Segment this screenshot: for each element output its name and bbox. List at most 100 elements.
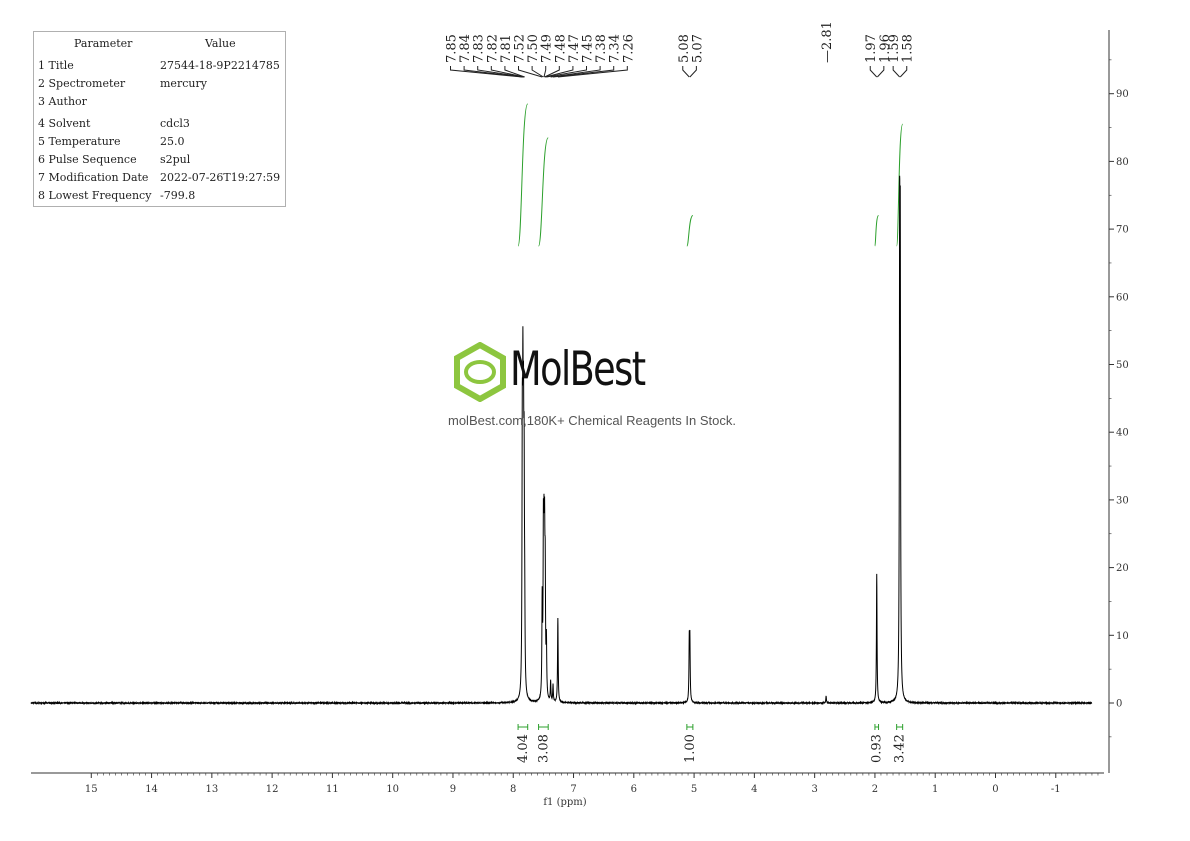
param-key: 3 Author (38, 95, 87, 108)
peak-leader-line (557, 66, 628, 78)
peak-leader-line (869, 66, 878, 78)
integral-value-label: 0.93 (870, 734, 885, 763)
parameter-table: Parameter Value 1 Title 27544-18-9P221478… (33, 31, 286, 207)
table-row: 5 Temperature 25.0 (38, 135, 286, 149)
peak-leader-line (450, 66, 523, 78)
table-row: 7 Modification Date 2022-07-26T19:27:59 (38, 171, 286, 185)
integral-labels: 4.04 3.08 1.00 0.93 3.42 (516, 724, 908, 763)
peak-leader-line (546, 66, 588, 78)
y-tick-label: 30 (1116, 495, 1129, 506)
x-tick-label: 5 (691, 784, 697, 795)
peak-label: 7.50 (526, 34, 541, 63)
table-row: 6 Pulse Sequence s2pul (38, 153, 286, 167)
table-row: 8 Lowest Frequency -799.8 (38, 189, 286, 203)
param-value: 25.0 (160, 135, 185, 148)
param-key: 5 Temperature (38, 135, 121, 148)
peak-leader-line (477, 66, 524, 78)
peak-label: 7.38 (594, 34, 609, 63)
peak-label: 7.45 (581, 34, 596, 63)
x-tick-label: 8 (510, 784, 516, 795)
peak-leader-line (544, 66, 560, 78)
peak-leader-line (689, 66, 697, 78)
integral-value-label: 3.42 (893, 734, 908, 763)
integral-value-label: 3.08 (536, 734, 551, 763)
peak-label: 7.82 (485, 34, 500, 63)
table-row: 1 Title 27544-18-9P2214785 (38, 59, 286, 73)
x-tick-label: 11 (326, 784, 339, 795)
peak-leader-line (892, 66, 901, 78)
integral-curve (686, 215, 694, 247)
peak-label: 1.59 (887, 34, 902, 63)
y-tick-label: 10 (1116, 631, 1129, 642)
peak-leader-line (550, 66, 601, 78)
x-tick-label: -1 (1051, 784, 1061, 795)
parameter-table-header: Parameter Value (34, 37, 285, 51)
table-row: 2 Spectrometer mercury (38, 77, 286, 91)
param-value: 27544-18-9P2214785 (160, 59, 280, 72)
peak-leader-line (876, 66, 885, 78)
param-value: 2022-07-26T19:27:59 (160, 171, 281, 184)
y-tick-label: 20 (1116, 563, 1129, 574)
integral-value-label: 1.00 (683, 734, 698, 763)
x-axis: 15 14 13 12 11 10 9 8 7 6 5 4 3 2 1 0 -1 (31, 772, 1104, 795)
y-tick-label: 70 (1116, 225, 1129, 236)
param-key: 6 Pulse Sequence (38, 153, 137, 166)
peak-label: 7.84 (458, 34, 473, 63)
peak-label: 7.81 (499, 34, 514, 63)
param-value: s2pul (160, 153, 191, 166)
spectrum-trace (30, 175, 1093, 706)
peak-label: 7.47 (567, 34, 582, 63)
param-key: 2 Spectrometer (38, 77, 126, 90)
header-value: Value (205, 37, 236, 50)
x-tick-label: 0 (992, 784, 998, 795)
x-tick-label: 13 (205, 784, 218, 795)
x-tick-label: 9 (450, 784, 456, 795)
param-key: 1 Title (38, 59, 74, 72)
peak-label: 7.26 (621, 34, 636, 63)
x-tick-label: 4 (751, 784, 757, 795)
peak-label: 7.52 (513, 34, 528, 63)
peak-leader-line (531, 66, 544, 78)
watermark-brand-name: MolBest (510, 342, 646, 397)
peak-label: 7.48 (553, 34, 568, 63)
x-tick-label: 2 (872, 784, 878, 795)
peak-label: 1.96 (878, 34, 893, 63)
peak-label: 7.85 (445, 34, 460, 63)
peak-label: 1.58 (901, 34, 916, 63)
peak-leader-line (543, 66, 547, 78)
param-key: 7 Modification Date (38, 171, 149, 184)
watermark-tagline: molBest.com,180K+ Chemical Reagents In S… (448, 413, 736, 428)
integral-curve (874, 215, 880, 247)
param-value: -799.8 (160, 189, 196, 202)
y-tick-label: 80 (1116, 157, 1129, 168)
peak-label: 1.97 (864, 34, 879, 63)
peak-leader-line (545, 66, 574, 78)
peak-leader-line (682, 66, 690, 78)
integral-curve (538, 137, 549, 247)
spectrum-line (30, 175, 1093, 706)
peak-label: 7.49 (540, 34, 555, 63)
x-tick-label: 6 (631, 784, 637, 795)
integral-curve (896, 123, 904, 247)
y-tick-label: 60 (1116, 292, 1129, 303)
param-key: 8 Lowest Frequency (38, 189, 152, 202)
y-tick-label: 0 (1116, 699, 1122, 710)
peak-leader-line (552, 66, 615, 78)
header-parameter: Parameter (74, 37, 133, 50)
peak-label: 5.07 (690, 34, 705, 63)
x-tick-label: 12 (266, 784, 279, 795)
peak-leader-line (899, 66, 908, 78)
peak-leader-line (518, 66, 543, 78)
watermark: MolBest molBest.com,180K+ Chemical Reage… (440, 340, 750, 440)
param-value: mercury (160, 77, 207, 90)
y-tick-label: 50 (1116, 360, 1129, 371)
x-tick-label: 1 (932, 784, 938, 795)
x-tick-label: 15 (85, 784, 98, 795)
x-tick-label: 3 (811, 784, 817, 795)
y-axis: 0 10 20 30 40 50 60 70 80 90 (1108, 30, 1129, 773)
peak-label: 7.83 (472, 34, 487, 63)
integral-curve (517, 103, 529, 247)
peak-label: —2.81 (820, 21, 835, 63)
integral-curves (517, 103, 904, 247)
